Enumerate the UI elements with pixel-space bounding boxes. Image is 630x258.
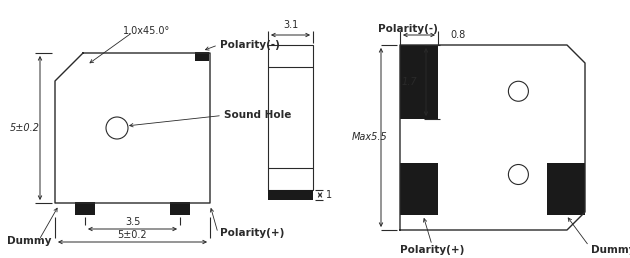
Text: 5±0.2: 5±0.2 — [10, 123, 40, 133]
Text: Polarity(-): Polarity(-) — [378, 24, 438, 34]
Text: 1: 1 — [326, 190, 332, 200]
Bar — [400, 45, 438, 119]
Text: Polarity(+): Polarity(+) — [220, 228, 284, 238]
Text: Polarity(+): Polarity(+) — [400, 245, 464, 255]
Text: 5±0.2: 5±0.2 — [118, 230, 147, 240]
Bar — [400, 163, 438, 215]
Bar — [268, 190, 313, 200]
Bar — [547, 163, 585, 215]
Text: Max5.5: Max5.5 — [352, 133, 388, 142]
Text: 1.7: 1.7 — [401, 77, 417, 87]
Bar — [170, 202, 190, 215]
Text: 3.5: 3.5 — [125, 217, 140, 227]
Text: 1.0x45.0°: 1.0x45.0° — [123, 26, 170, 36]
Text: 0.8: 0.8 — [450, 30, 465, 40]
Text: Polarity(-): Polarity(-) — [220, 40, 280, 50]
Text: Dummy: Dummy — [7, 236, 51, 246]
Text: Dummy: Dummy — [591, 245, 630, 255]
Text: 3.1: 3.1 — [283, 20, 298, 30]
Bar — [195, 52, 209, 61]
Bar — [75, 202, 95, 215]
Text: Sound Hole: Sound Hole — [224, 110, 291, 120]
Bar — [268, 45, 313, 190]
